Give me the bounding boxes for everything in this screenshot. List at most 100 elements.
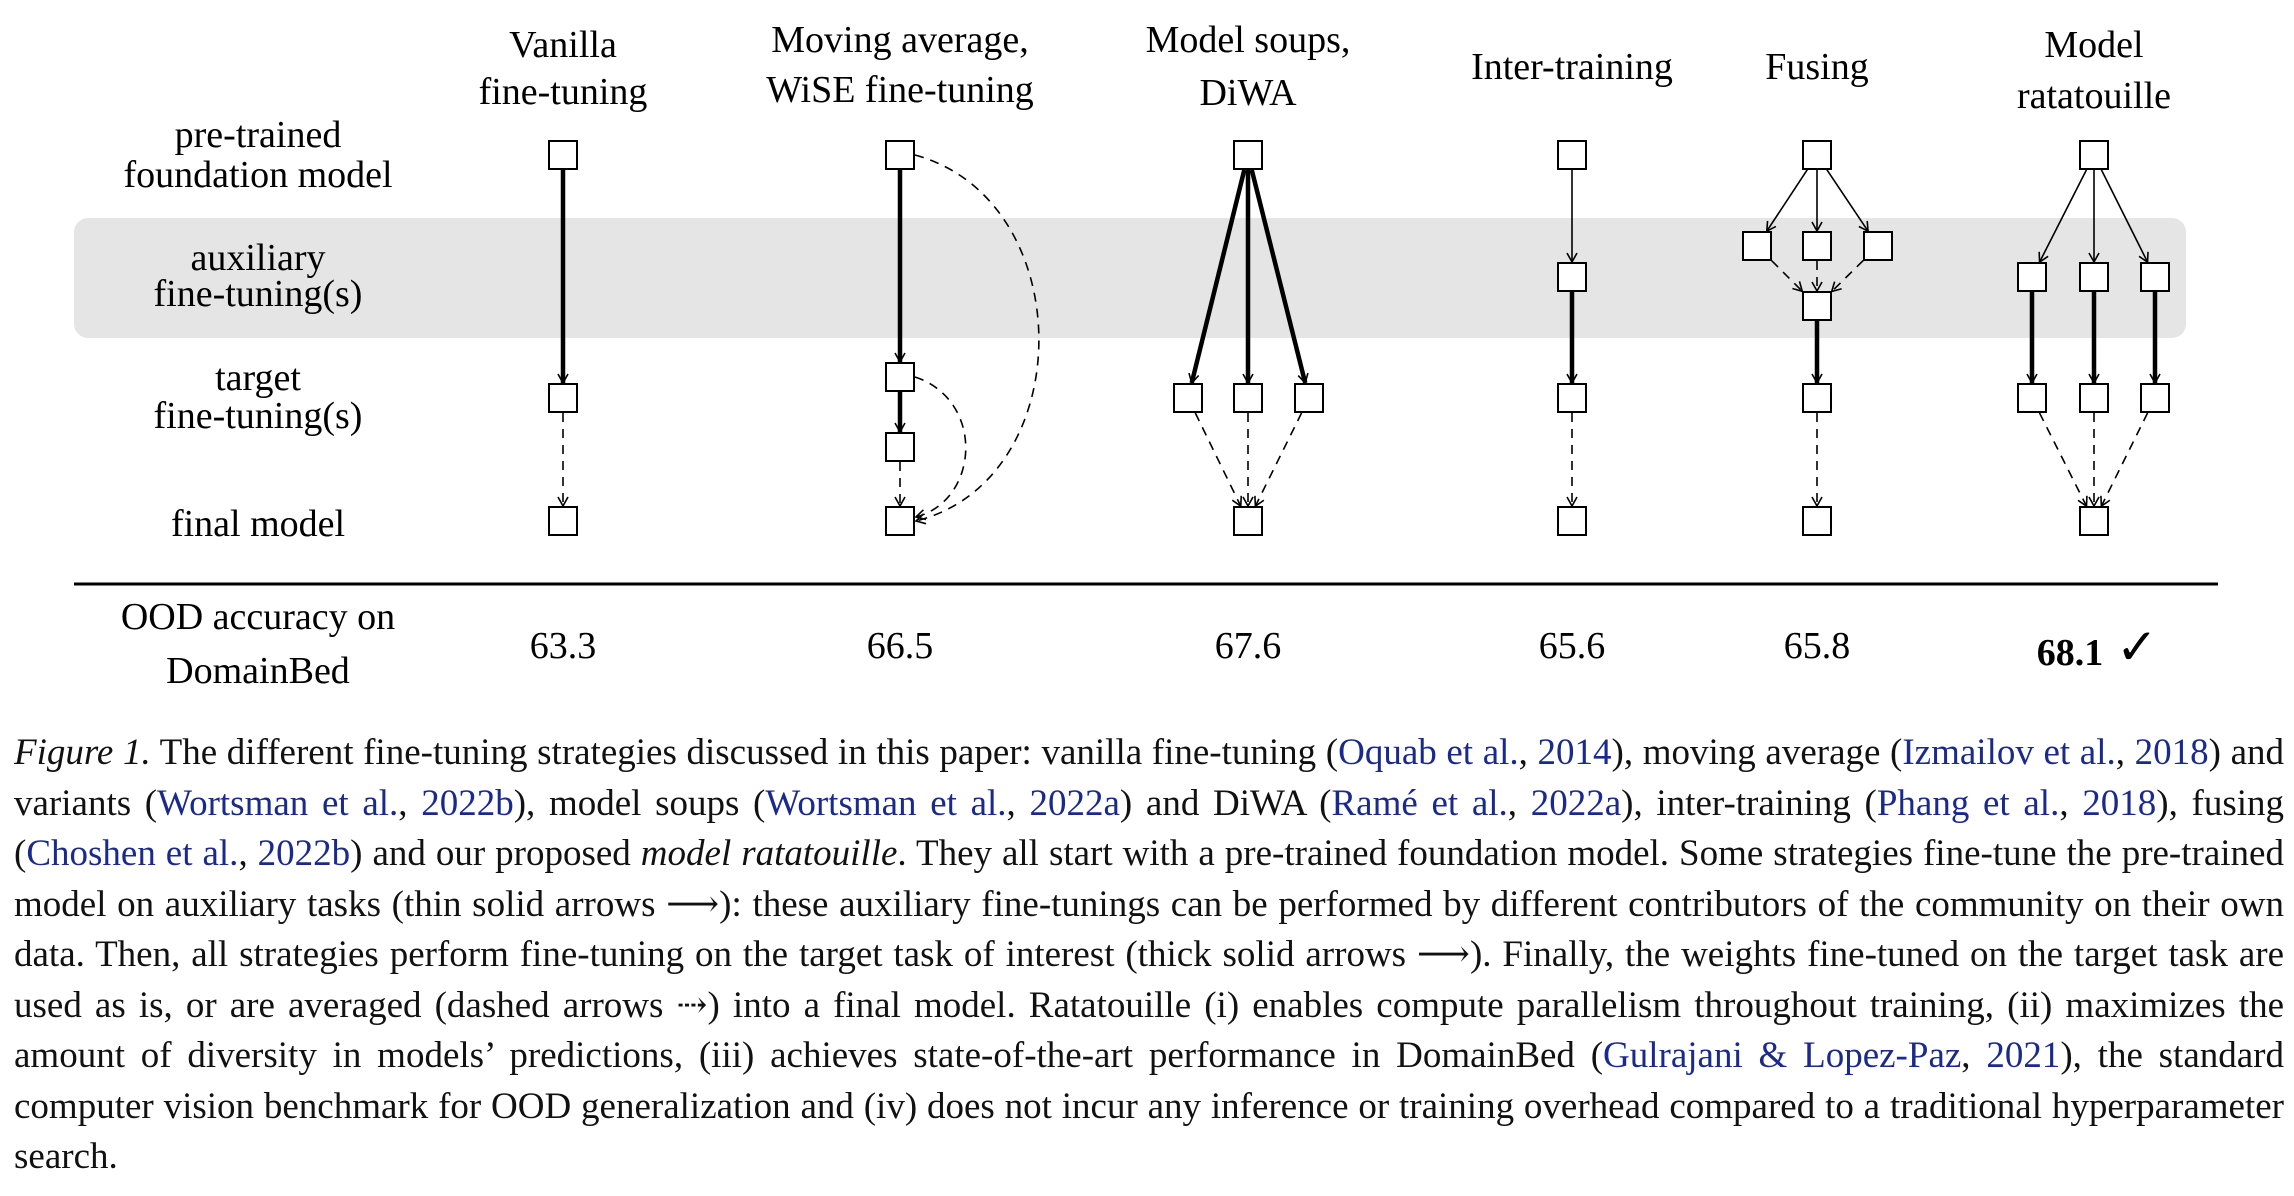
citation-year-link[interactable]: 2022b xyxy=(257,833,351,874)
caption-text: ), moving average ( xyxy=(1611,732,1903,773)
accuracy-inter-training: 65.6 xyxy=(1539,625,1606,667)
accuracy-moving-average: 66.5 xyxy=(867,625,934,667)
column-header-inter-training: Inter-training xyxy=(1471,46,1673,88)
dashed-arrow xyxy=(2038,412,2088,508)
row-label-pretrained: pre-trained foundation model xyxy=(123,114,392,196)
citation-link[interactable]: Ramé et al. xyxy=(1331,782,1508,824)
column-header-vanilla: Vanilla fine-tuning xyxy=(479,24,648,113)
thin-arrow xyxy=(2100,169,2149,264)
citation-year-link[interactable]: 2022a xyxy=(1029,782,1120,824)
final-node xyxy=(885,506,915,536)
thin-arrow xyxy=(1765,169,1808,233)
column-header-ratatouille: Model ratatouille xyxy=(2017,24,2171,117)
auxiliary-node xyxy=(1863,231,1893,261)
diagram-nodes xyxy=(548,140,2170,536)
auxiliary-band xyxy=(74,218,2186,338)
accuracy-row: OOD accuracy on DomainBed 63.3 66.5 67.6 … xyxy=(121,596,2158,692)
auxiliary-node xyxy=(2017,262,2047,292)
fine-tuning-strategies-diagram: Vanilla fine-tuning Moving average, WiSE f… xyxy=(74,19,2218,692)
target-node xyxy=(1802,383,1832,413)
target-node xyxy=(1173,383,1203,413)
caption-text: ) and DiWA ( xyxy=(1119,782,1332,824)
citation-link[interactable]: Wortsman et al. xyxy=(765,782,1007,824)
dashed-arrow xyxy=(1830,259,1864,293)
column-header-moving-average: Moving average, WiSE fine-tuning xyxy=(766,19,1034,111)
citation-link[interactable]: Oquab et al. xyxy=(1338,732,1519,773)
dashed-arrow xyxy=(1194,412,1243,508)
thick-arrow xyxy=(1249,169,1309,385)
citation-link[interactable]: Wortsman et al. xyxy=(157,782,399,824)
auxiliary-node xyxy=(1742,231,1772,261)
thin-arrow xyxy=(2038,169,2088,264)
row-label-final: final model xyxy=(171,503,345,545)
citation-year-link[interactable]: 2018 xyxy=(2134,732,2209,773)
fused-node xyxy=(1802,291,1832,321)
auxiliary-node xyxy=(1802,231,1832,261)
citation-year-link[interactable]: 2022b xyxy=(421,782,514,824)
auxiliary-node xyxy=(2079,262,2109,292)
citation-link[interactable]: Choshen et al. xyxy=(26,833,239,874)
caption-text: ), fusing ( xyxy=(14,782,2285,875)
checkmark-icon: ✓ xyxy=(2116,619,2158,675)
caption-text: ), inter-training ( xyxy=(1621,782,1877,824)
citation-year-link[interactable]: 2014 xyxy=(1537,732,1612,773)
caption-text: ) and variants ( xyxy=(14,732,2285,824)
diagram-edges xyxy=(557,154,2161,525)
pretrained-node xyxy=(1802,140,1832,170)
pretrained-node xyxy=(548,140,578,170)
final-node xyxy=(1802,506,1832,536)
dashed-average-arrow xyxy=(914,154,1040,525)
figure-1-diagram: Vanilla fine-tuning Moving average, WiSE f… xyxy=(74,19,2218,692)
citation-link[interactable]: Gulrajani & Lopez-Paz xyxy=(1603,1035,1962,1076)
citation-year-link[interactable]: 2018 xyxy=(2082,782,2157,824)
target-node xyxy=(2079,383,2109,413)
auxiliary-node xyxy=(2140,262,2170,292)
citation-link[interactable]: Izmailov et al. xyxy=(1902,732,2116,773)
caption-text: The different fine-tuning strategies dis… xyxy=(150,732,1339,773)
accuracy-model-soups: 67.6 xyxy=(1215,625,1282,667)
row-labels: pre-trained foundation model auxiliary fin… xyxy=(123,114,392,545)
caption-label: Figure 1. xyxy=(14,732,151,773)
dashed-arrow xyxy=(2100,412,2149,508)
column-header-model-soups: Model soups, DiWA xyxy=(1146,19,1351,114)
auxiliary-node xyxy=(1557,262,1587,292)
target-node xyxy=(1294,383,1324,413)
caption-text: ), the standard computer vision benchmar… xyxy=(14,1035,2285,1177)
final-node xyxy=(548,506,578,536)
target-node xyxy=(885,362,915,392)
accuracy-ratatouille: 68.1 xyxy=(2037,632,2104,674)
thick-arrow xyxy=(1188,169,1247,385)
citation-year-link[interactable]: 2021 xyxy=(1986,1035,2061,1076)
dashed-arrow xyxy=(1254,412,1303,508)
dashed-arrow xyxy=(1771,260,1804,293)
target-node xyxy=(885,432,915,462)
column-header-fusing: Fusing xyxy=(1765,46,1868,88)
final-node xyxy=(2079,506,2109,536)
final-node xyxy=(1557,506,1587,536)
pretrained-node xyxy=(1557,140,1587,170)
target-node xyxy=(1557,383,1587,413)
target-node xyxy=(548,383,578,413)
target-node xyxy=(2140,383,2170,413)
accuracy-row-label: OOD accuracy on DomainBed xyxy=(121,596,395,692)
accuracy-fusing: 65.8 xyxy=(1784,625,1851,667)
pretrained-node xyxy=(885,140,915,170)
target-node xyxy=(1233,383,1263,413)
caption-text: ), model soups ( xyxy=(513,782,766,824)
caption-text: . They all start with a pre-trained foun… xyxy=(14,833,2284,1076)
row-label-target: target fine-tuning(s) xyxy=(154,357,363,437)
thin-arrow xyxy=(1826,169,1869,233)
column-headers: Vanilla fine-tuning Moving average, WiSE f… xyxy=(479,19,2171,117)
pretrained-node xyxy=(1233,140,1263,170)
citation-link[interactable]: Phang et al. xyxy=(1876,782,2060,824)
target-node xyxy=(2017,383,2047,413)
dashed-average-arrow xyxy=(914,376,967,521)
figure-caption: Figure 1. The different fine-tuning stra… xyxy=(14,732,2285,1177)
caption-emphasis: model ratatouille xyxy=(640,833,898,874)
pretrained-node xyxy=(2079,140,2109,170)
row-label-auxiliary: auxiliary fine-tuning(s) xyxy=(154,237,363,315)
final-node xyxy=(1233,506,1263,536)
caption-text: ) and our proposed xyxy=(350,833,641,874)
citation-year-link[interactable]: 2022a xyxy=(1530,782,1622,824)
accuracy-vanilla: 63.3 xyxy=(530,625,597,667)
